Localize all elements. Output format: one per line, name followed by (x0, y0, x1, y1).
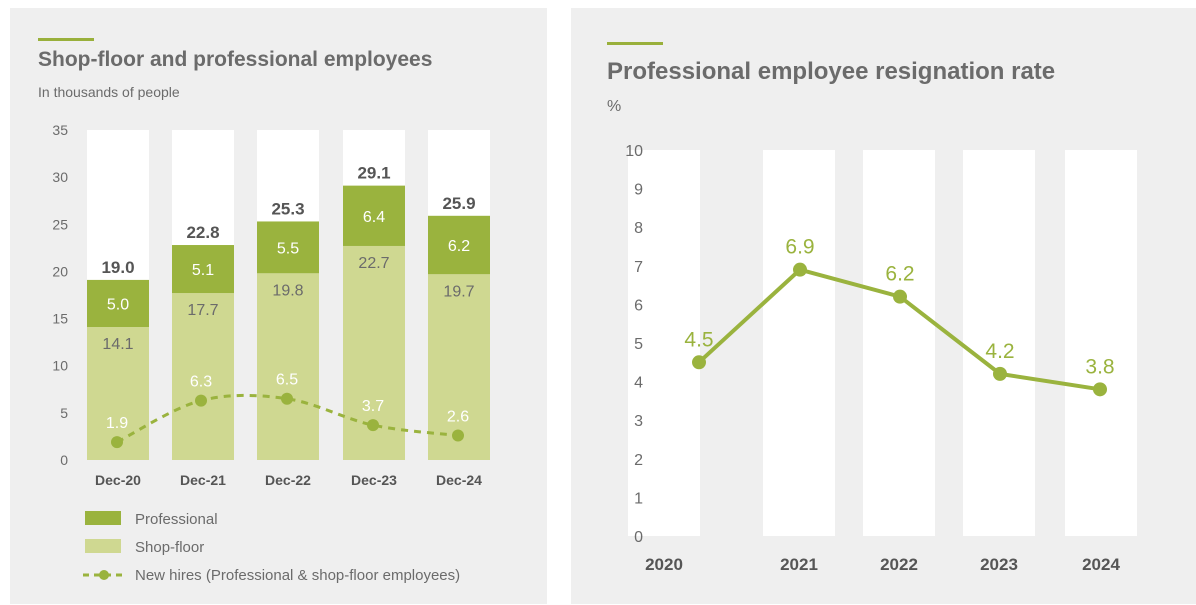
column-background (963, 150, 1035, 536)
new-hires-point (195, 394, 207, 407)
bar-value-shop-floor: 14.1 (102, 336, 133, 353)
bar-value-professional: 5.1 (192, 262, 214, 279)
bar-value-professional: 6.4 (363, 209, 385, 226)
y-tick-label: 8 (634, 220, 643, 237)
resignation-rate-label: 4.5 (684, 328, 713, 351)
resignation-rate-label: 4.2 (985, 340, 1014, 363)
legend-marker-new-hires (99, 570, 109, 580)
y-tick-label: 25 (52, 216, 68, 232)
bar-total-label: 29.1 (357, 164, 390, 183)
resignation-rate-label: 3.8 (1085, 355, 1114, 378)
bar-shop-floor (257, 273, 319, 460)
resignation-rate-point (692, 355, 706, 370)
bar-professional (257, 221, 319, 274)
bar-total-label: 19.0 (101, 258, 134, 277)
y-tick-label: 5 (634, 336, 643, 353)
y-tick-label: 7 (634, 259, 643, 276)
bar-shop-floor (428, 274, 490, 460)
x-tick-label: Dec-23 (351, 472, 397, 488)
legend-label-new-hires: New hires (Professional & shop-floor emp… (135, 567, 460, 584)
bar-value-shop-floor: 17.7 (187, 302, 218, 319)
resignation-rate-point (893, 289, 907, 304)
new-hires-value-label: 2.6 (447, 408, 469, 425)
chart-title: Shop-floor and professional employees (38, 48, 433, 71)
bar-total-label: 25.3 (271, 199, 304, 218)
new-hires-point (111, 436, 123, 449)
y-tick-label: 2 (634, 452, 643, 469)
new-hires-value-label: 3.7 (362, 398, 384, 415)
y-tick-label: 30 (52, 169, 68, 185)
x-tick-label: Dec-20 (95, 472, 141, 488)
bar-value-shop-floor: 22.7 (358, 255, 389, 272)
y-tick-label: 10 (52, 358, 68, 374)
bar-value-shop-floor: 19.7 (443, 283, 474, 300)
chart-subtitle: In thousands of people (38, 84, 180, 100)
x-tick-label: 2024 (1082, 555, 1120, 574)
workforce-chart-panel: Shop-floor and professional employees In… (10, 8, 547, 604)
y-tick-label: 35 (52, 122, 68, 138)
y-tick-label: 6 (634, 297, 643, 314)
y-tick-label: 1 (634, 490, 643, 507)
x-tick-label: Dec-22 (265, 472, 311, 488)
column-background (1065, 150, 1137, 536)
bar-value-professional: 6.2 (448, 238, 470, 255)
legend-label-professional: Professional (135, 511, 218, 528)
y-tick-label: 0 (60, 452, 68, 468)
bar-value-professional: 5.0 (107, 296, 129, 313)
new-hires-value-label: 6.3 (190, 374, 212, 391)
title-accent-bar (607, 42, 663, 45)
bar-professional (87, 279, 149, 328)
x-tick-label: Dec-24 (436, 472, 482, 488)
bar-shop-floor (172, 293, 234, 460)
column-background (628, 150, 700, 536)
bar-professional (343, 185, 405, 246)
new-hires-value-label: 6.5 (276, 372, 298, 389)
new-hires-point (367, 419, 379, 432)
resignation-rate-label: 6.2 (885, 263, 914, 286)
bar-total-label: 25.9 (442, 194, 475, 213)
x-tick-label: 2022 (880, 555, 918, 574)
chart-title: Professional employee resignation rate (607, 58, 1056, 85)
resignation-rate-point (793, 262, 807, 277)
title-accent-bar (38, 38, 94, 41)
y-tick-label: 4 (634, 375, 643, 392)
legend-swatch-shop-floor (85, 539, 121, 553)
x-tick-label: Dec-21 (180, 472, 226, 488)
column-background (863, 150, 935, 536)
resignation-rate-line-chart: 2020 2021 2022 2023 2024 0 1 2 3 4 5 6 7 8 9 10 4.5 6.9 6.… (625, 143, 1137, 574)
y-tick-label: 9 (634, 182, 643, 199)
legend-label-shop-floor: Shop-floor (135, 539, 204, 556)
bar-professional (428, 215, 490, 275)
y-tick-label: 10 (625, 143, 643, 160)
resignation-rate-point (1093, 382, 1107, 397)
x-tick-label: 2021 (780, 555, 818, 574)
bar-professional (172, 245, 234, 294)
bar-value-shop-floor: 19.8 (272, 282, 303, 299)
x-tick-label: 2023 (980, 555, 1018, 574)
resignation-chart-panel: Professional employee resignation rate %… (571, 8, 1196, 604)
chart-subtitle: % (607, 98, 622, 115)
x-tick-label: 2020 (645, 555, 683, 574)
column-background (763, 150, 835, 536)
workforce-stacked-bar-chart: 0 5 10 15 20 25 30 35 14.1 5.0 19.0 Dec-20 17.7 5.1 22… (52, 122, 490, 584)
legend-swatch-professional (85, 511, 121, 525)
y-tick-label: 3 (634, 413, 643, 430)
y-tick-label: 5 (60, 405, 68, 421)
resignation-rate-point (993, 366, 1007, 381)
resignation-rate-label: 6.9 (785, 236, 814, 259)
new-hires-point (281, 392, 293, 405)
new-hires-point (452, 429, 464, 442)
bar-value-professional: 5.5 (277, 240, 299, 257)
new-hires-value-label: 1.9 (106, 415, 128, 432)
y-tick-label: 20 (52, 263, 68, 279)
bar-total-label: 22.8 (186, 223, 219, 242)
y-tick-label: 15 (52, 311, 68, 327)
y-tick-label: 0 (634, 529, 643, 546)
new-hires-line (116, 393, 459, 444)
